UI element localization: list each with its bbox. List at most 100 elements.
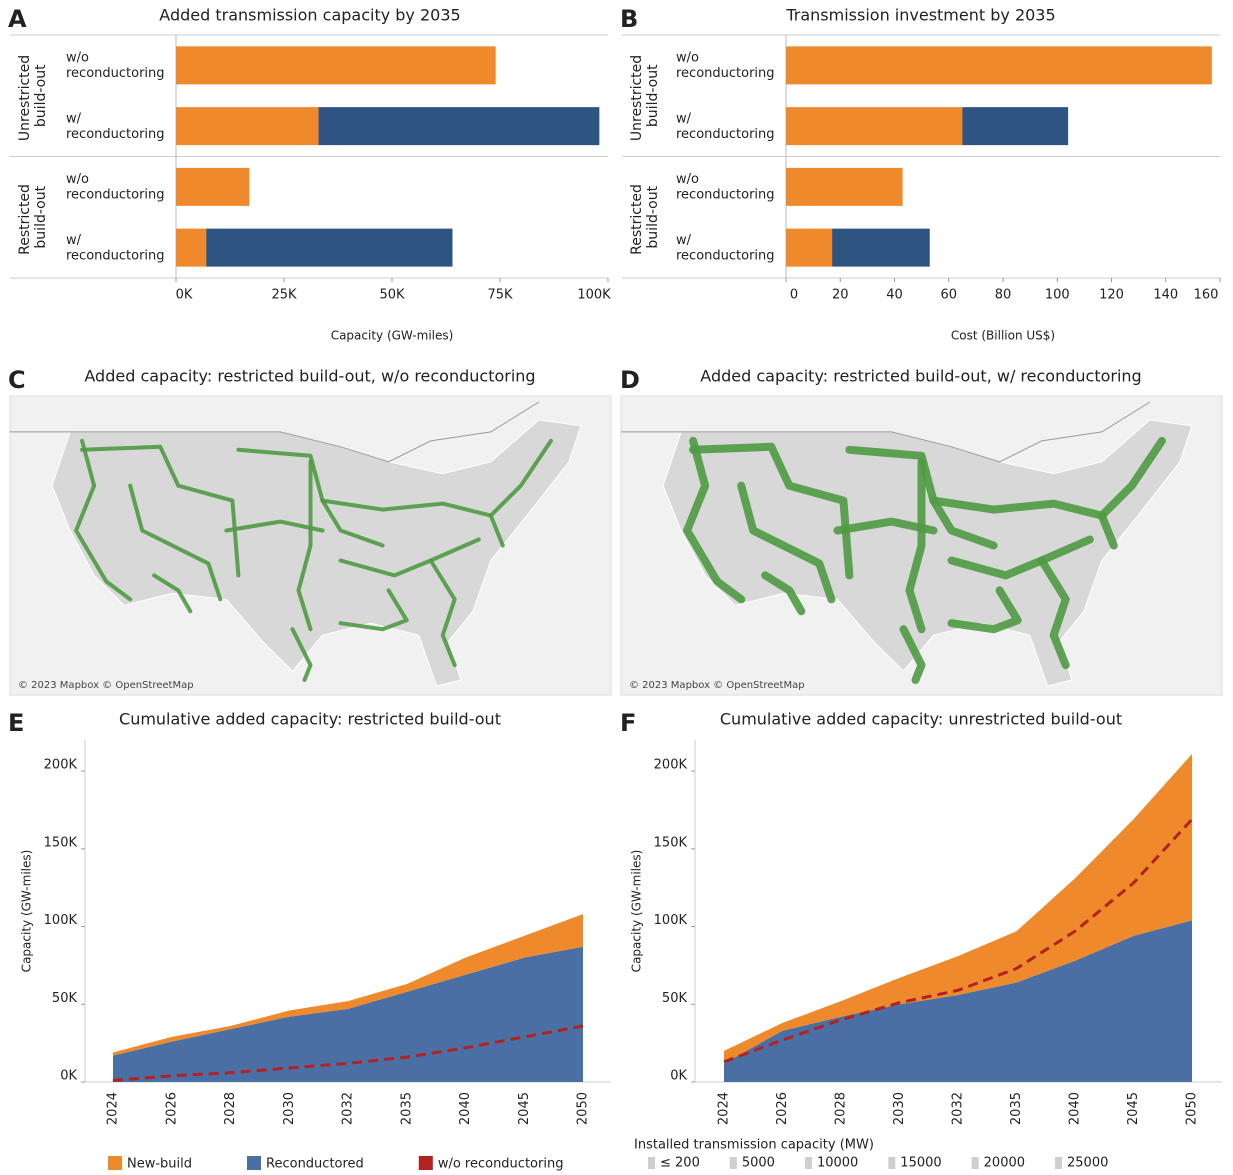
x-tick-label: 60 — [940, 288, 957, 303]
legend-size-swatch — [888, 1157, 896, 1169]
legend-label: w/o reconductoring — [438, 1157, 564, 1172]
legend-swatch — [108, 1156, 122, 1170]
legend-title: Installed transmission capacity (MW) — [634, 1138, 874, 1153]
map: © 2023 Mapbox © OpenStreetMap — [9, 395, 612, 696]
transmission-line — [428, 558, 457, 668]
category-label: w/o reconductoring — [66, 50, 165, 81]
category-label: w/o reconductoring — [66, 172, 165, 203]
y-tick-label: 200K — [44, 758, 78, 773]
transmission-line — [338, 588, 409, 632]
x-tick-label: 2050 — [576, 1092, 591, 1125]
stacked-area — [724, 753, 1192, 1064]
x-tick-label: 2028 — [834, 1092, 849, 1125]
transmission-line — [761, 571, 806, 616]
legend-item-label: 15000 — [900, 1156, 941, 1171]
x-tick-label: 2024 — [717, 1092, 732, 1125]
legend-swatch — [418, 1156, 433, 1170]
bar-segment — [176, 228, 207, 267]
transmission-line — [152, 573, 193, 614]
bar-segment — [962, 107, 1069, 146]
legend-size-swatch — [804, 1157, 812, 1169]
transmission-line — [905, 457, 926, 634]
transmission-line — [947, 586, 1022, 634]
transmission-line — [296, 459, 313, 632]
chart-title: Added capacity: restricted build-out, w/… — [700, 367, 1141, 386]
y-tick-label: 150K — [654, 835, 688, 850]
map-attribution: © 2023 Mapbox © OpenStreetMap — [18, 680, 194, 691]
transmission-line — [224, 519, 325, 533]
y-tick-label: 200K — [654, 758, 688, 773]
map-attribution: © 2023 Mapbox © OpenStreetMap — [629, 680, 805, 691]
x-tick-label: 2030 — [892, 1092, 907, 1125]
x-tick-label: 100 — [1045, 288, 1070, 303]
category-label: w/ reconductoring — [676, 232, 775, 263]
legend-item-label: 20000 — [984, 1156, 1025, 1171]
x-tick-label: 120 — [1099, 288, 1124, 303]
bar-segment — [318, 107, 600, 146]
x-tick-label: 0 — [790, 288, 798, 303]
y-tick-label: 150K — [44, 835, 78, 850]
x-tick-label: 20 — [832, 288, 849, 303]
x-tick-label: 2045 — [517, 1092, 532, 1125]
x-tick-label: 40 — [886, 288, 903, 303]
panel-letter: E — [8, 709, 24, 737]
transmission-line — [74, 438, 133, 602]
y-axis-title: Capacity (GW-miles) — [20, 850, 34, 973]
x-tick-label: 2026 — [775, 1092, 790, 1125]
bar-segment — [832, 228, 930, 267]
transmission-line — [80, 444, 241, 578]
x-tick-label: 80 — [995, 288, 1012, 303]
x-tick-label: 2040 — [1068, 1092, 1083, 1125]
transmission-line — [1097, 436, 1166, 520]
x-axis-title: Capacity (GW-miles) — [331, 329, 454, 343]
x-tick-label: 75K — [487, 288, 513, 303]
chart-title: Added capacity: restricted build-out, w/… — [84, 367, 535, 386]
bar-segment — [176, 167, 250, 206]
transmission-line — [338, 537, 481, 578]
group-label: Unrestricted build-out — [629, 50, 661, 141]
x-tick-label: 100K — [577, 288, 611, 303]
transmission-line — [290, 627, 313, 682]
x-tick-label: 2045 — [1126, 1092, 1141, 1125]
category-label: w/o reconductoring — [676, 172, 775, 203]
panel-letter: F — [620, 709, 636, 737]
transmission-line — [128, 483, 223, 602]
group-label: Restricted build-out — [629, 180, 661, 255]
legend-label: New-build — [127, 1157, 192, 1172]
y-tick-label: 50K — [662, 991, 688, 1006]
category-label: w/ reconductoring — [676, 111, 775, 142]
transmission-line — [833, 517, 938, 535]
bar-segment — [176, 46, 496, 85]
x-tick-label: 2026 — [164, 1092, 179, 1125]
x-tick-label: 50K — [379, 288, 405, 303]
transmission-line — [929, 496, 1118, 550]
chart-title: Cumulative added capacity: restricted bu… — [119, 710, 501, 729]
bar-segment — [786, 167, 903, 206]
x-tick-label: 2024 — [106, 1092, 121, 1125]
legend-size-swatch — [971, 1157, 979, 1169]
x-tick-label: 2040 — [458, 1092, 473, 1125]
stacked-area — [113, 914, 583, 1056]
transmission-line — [947, 535, 1094, 580]
y-tick-label: 0K — [670, 1069, 687, 1084]
transmission-line — [1037, 556, 1070, 670]
legend-label: Reconductored — [266, 1157, 364, 1172]
y-axis-title: Capacity (GW-miles) — [630, 850, 644, 973]
category-label: w/ reconductoring — [66, 232, 165, 263]
legend-size-swatch — [1055, 1157, 1063, 1169]
group-label: Restricted build-out — [17, 180, 49, 255]
stacked-area — [113, 946, 583, 1082]
transmission-line — [488, 438, 553, 518]
legend-swatch — [247, 1156, 262, 1170]
bar-segment — [206, 228, 453, 267]
border — [621, 401, 1151, 463]
chart-title: Added transmission capacity by 2035 — [159, 6, 460, 25]
x-tick-label: 140 — [1153, 288, 1178, 303]
x-tick-label: 25K — [271, 288, 297, 303]
panel-letter: C — [8, 366, 26, 394]
bar-segment — [786, 228, 833, 267]
stacked-area — [724, 920, 1192, 1082]
transmission-line — [320, 498, 505, 548]
bar-segment — [176, 107, 319, 146]
